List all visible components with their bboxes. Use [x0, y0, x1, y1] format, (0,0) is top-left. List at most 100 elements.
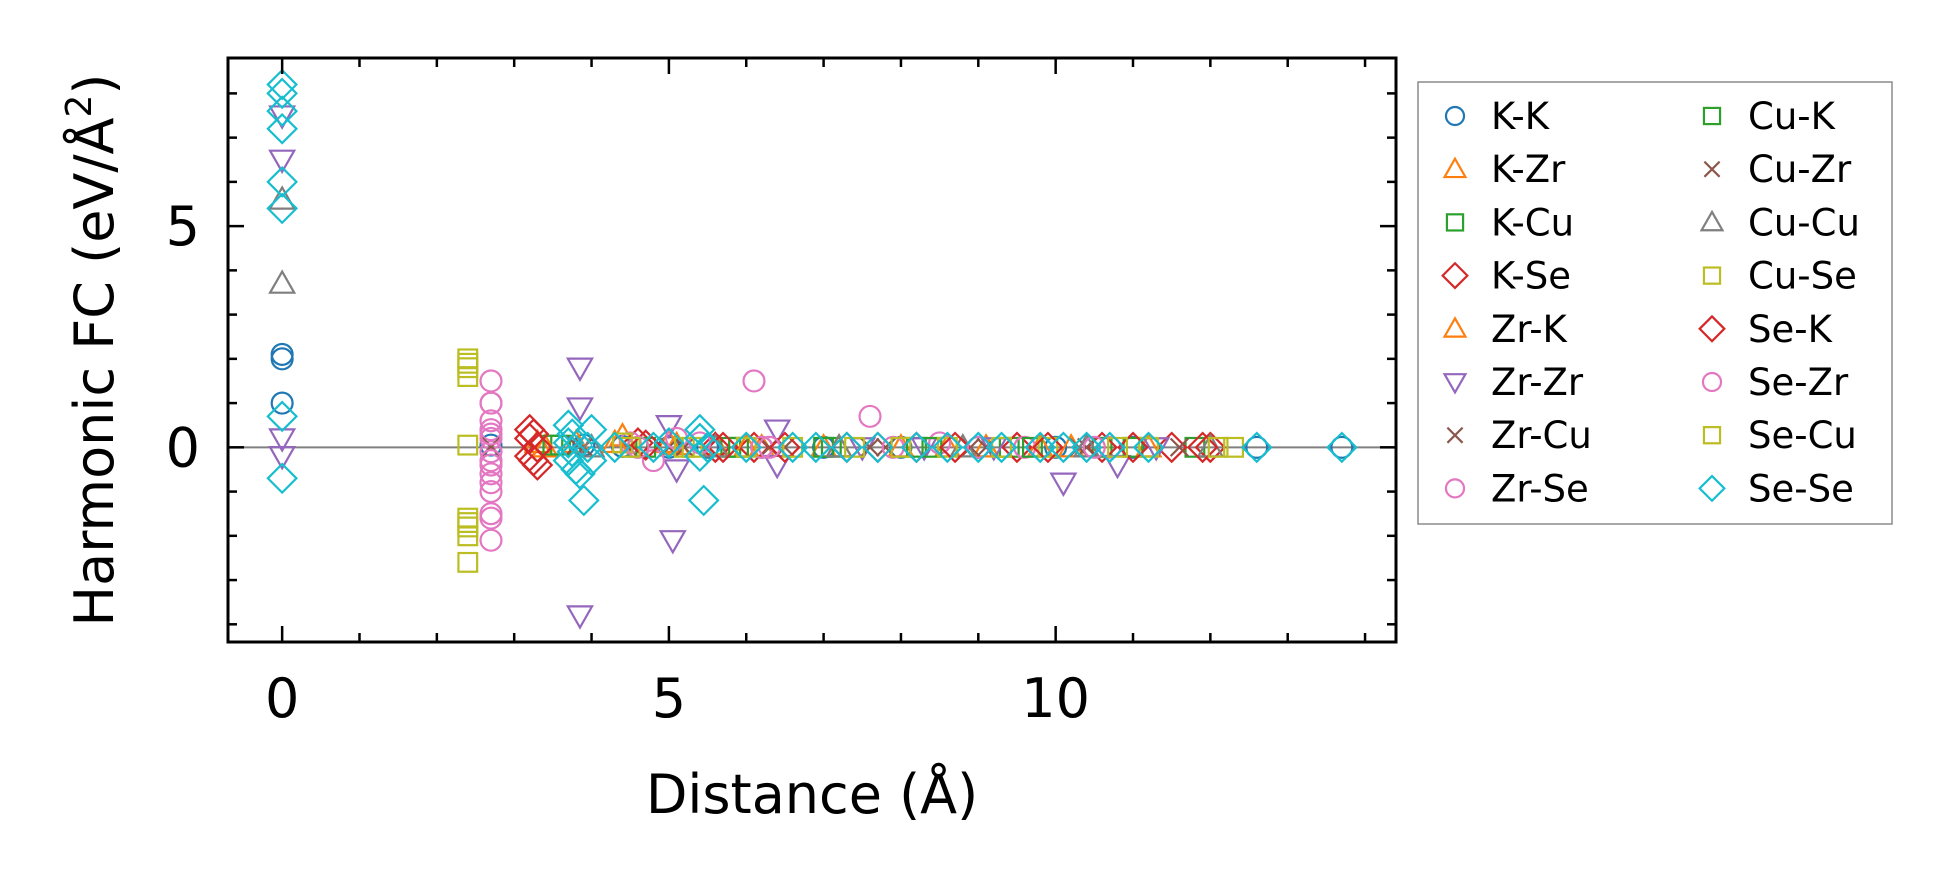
- data-point: [565, 397, 594, 422]
- legend-item: Zr-Cu: [1446, 414, 1592, 457]
- data-point: [612, 432, 633, 454]
- data-point: [742, 369, 766, 393]
- data-point: [1117, 431, 1149, 464]
- legend-item: Cu-Se: [1702, 255, 1857, 298]
- legend-marker: [1698, 474, 1726, 503]
- legend-marker: [1699, 209, 1725, 232]
- data-point: [564, 458, 596, 490]
- legend-label: K-Cu: [1491, 201, 1574, 244]
- data-point: [479, 449, 503, 473]
- data-point: [479, 369, 503, 393]
- data-point: [985, 431, 1018, 464]
- data-point: [479, 409, 503, 433]
- tick-labels: 0 5 10 0 5: [166, 195, 1090, 730]
- data-point: [457, 512, 479, 533]
- data-point: [1032, 431, 1064, 464]
- legend-marker: [1702, 426, 1722, 445]
- data-point: [266, 462, 299, 495]
- legend-item: Cu-Cu: [1699, 201, 1860, 244]
- data-point: [769, 431, 801, 464]
- data-point: [681, 436, 703, 458]
- data-point: [552, 409, 585, 442]
- data-point: [479, 462, 503, 486]
- data-point: [654, 415, 683, 440]
- data-point: [707, 431, 739, 464]
- legend-item: Cu-Zr: [1703, 148, 1852, 191]
- data-point: [270, 347, 294, 371]
- data-point: [776, 431, 809, 464]
- legend-marker: [1441, 261, 1469, 290]
- data-point: [565, 357, 594, 383]
- legend-item: K-Zr: [1442, 148, 1566, 191]
- legend-item: K-Se: [1441, 255, 1571, 298]
- data-point: [479, 502, 503, 526]
- legend-marker: [1698, 314, 1726, 343]
- data-point: [266, 192, 299, 225]
- data-point: [687, 484, 720, 517]
- y-tick-label: 0: [166, 416, 200, 479]
- data-point: [479, 471, 503, 495]
- legend-item: Se-Se: [1698, 467, 1854, 510]
- data-point: [479, 391, 503, 415]
- data-point: [479, 440, 503, 464]
- legend-label: Zr-K: [1491, 308, 1569, 351]
- legend-label: Zr-Se: [1491, 467, 1589, 510]
- data-point: [268, 185, 297, 210]
- legend-label: Cu-Se: [1748, 255, 1857, 298]
- y-tick-label: 5: [166, 195, 200, 258]
- legend-marker: [1442, 156, 1468, 179]
- data-point: [517, 444, 550, 477]
- legend-item: Zr-Zr: [1442, 361, 1584, 404]
- legend-item: K-K: [1444, 95, 1551, 138]
- legend-label: Zr-Zr: [1491, 361, 1584, 404]
- legend-marker: [1442, 316, 1468, 338]
- data-point: [266, 166, 299, 198]
- series-zr-zr: [268, 105, 1171, 630]
- legend-marker: [1445, 213, 1465, 232]
- data-point: [556, 418, 589, 450]
- data-point: [1169, 437, 1189, 457]
- data-point: [575, 444, 608, 477]
- legend-label: Cu-K: [1748, 95, 1837, 138]
- data-point: [1082, 435, 1106, 459]
- data-point: [662, 459, 691, 484]
- data-point: [683, 440, 716, 473]
- data-point: [1070, 431, 1103, 464]
- legend: K-K K-Zr K-Cu K-Se Zr-K Zr-Zr Zr-Cu Zr-Se Cu-K Cu…: [1417, 81, 1893, 525]
- data-point: [575, 413, 608, 446]
- data-point: [270, 391, 294, 415]
- data-point: [939, 431, 971, 464]
- legend-label: Se-Cu: [1748, 414, 1857, 457]
- data-point: [637, 431, 670, 464]
- data-point: [858, 404, 882, 428]
- data-point: [1022, 436, 1043, 458]
- data-point: [1072, 433, 1101, 458]
- plot-frame: [226, 56, 1398, 644]
- data-point: [683, 413, 716, 446]
- data-point: [268, 446, 297, 471]
- data-point: [629, 429, 662, 461]
- y-axis-label-superscript: 2: [59, 95, 100, 118]
- data-point: [931, 431, 964, 464]
- data-point: [861, 431, 894, 464]
- data-point: [1240, 431, 1273, 464]
- legend-label: K-Zr: [1491, 148, 1566, 191]
- x-tick-label: 0: [265, 667, 299, 730]
- data-point: [552, 427, 585, 459]
- data-point: [1155, 431, 1188, 464]
- data-point: [457, 366, 479, 387]
- data-point: [521, 431, 554, 464]
- data-point: [457, 551, 479, 573]
- data-point: [1207, 436, 1229, 458]
- data-marks: [266, 68, 1358, 630]
- data-point: [479, 528, 503, 552]
- legend-marker: [1702, 106, 1722, 126]
- data-point: [1049, 472, 1078, 498]
- data-point: [571, 431, 604, 464]
- data-point: [457, 525, 479, 547]
- data-point: [962, 431, 995, 464]
- data-point: [1107, 436, 1128, 458]
- data-point: [936, 436, 958, 458]
- legend-item: K-Cu: [1445, 201, 1574, 244]
